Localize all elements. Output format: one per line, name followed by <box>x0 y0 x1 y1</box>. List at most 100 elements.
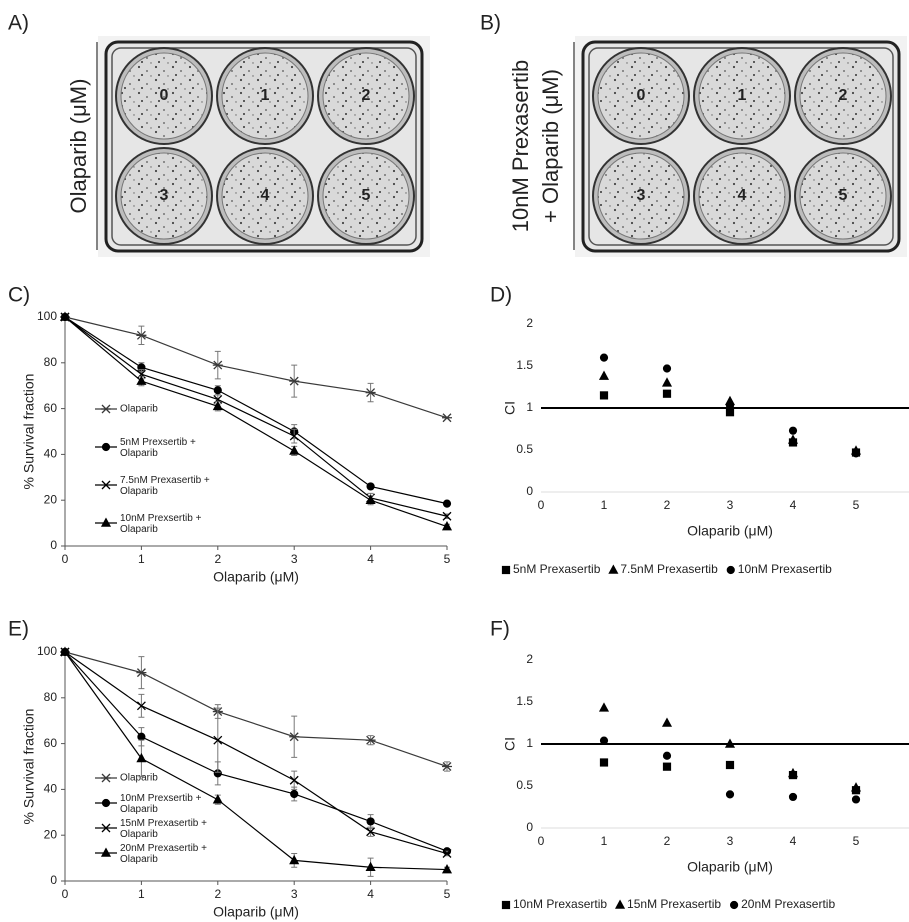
data-point <box>598 702 610 712</box>
data-point <box>366 482 375 491</box>
legend-marker <box>100 847 112 857</box>
well <box>322 52 410 140</box>
x-tick-label: 1 <box>601 498 608 512</box>
well-label: 3 <box>160 187 169 204</box>
x-tick-label: 4 <box>790 834 797 848</box>
y-axis-label: CI <box>502 401 518 415</box>
x-tick-label: 1 <box>138 552 145 566</box>
x-axis-label: Olaparib (μM) <box>213 569 299 585</box>
well <box>120 52 208 140</box>
legend-marker <box>101 798 111 808</box>
data-point <box>441 863 453 874</box>
y-tick-label: 2 <box>526 316 533 330</box>
legend-label: Olaparib <box>120 404 158 415</box>
x-tick-label: 2 <box>664 498 671 512</box>
data-point <box>599 353 609 362</box>
y-tick-label: 20 <box>44 827 58 841</box>
data-point <box>213 386 222 395</box>
x-axis-label: Olaparib (μM) <box>687 523 773 539</box>
x-tick-label: 2 <box>214 552 221 566</box>
well <box>221 152 309 240</box>
x-tick-label: 4 <box>367 552 374 566</box>
well <box>120 152 208 240</box>
data-point <box>136 701 146 711</box>
legend-marker <box>101 480 111 490</box>
well <box>221 52 309 140</box>
data-point <box>442 762 452 771</box>
data-point <box>365 735 376 745</box>
series-line <box>64 651 448 768</box>
y-tick-label: 0 <box>526 484 533 498</box>
series-line <box>64 316 448 505</box>
data-point <box>213 735 223 745</box>
legend-label: 20nM Prexasertib <box>741 897 835 911</box>
data-point <box>851 795 861 804</box>
legend-marker <box>100 517 112 527</box>
x-axis-label: Olaparib (μM) <box>213 904 299 920</box>
data-point <box>289 854 300 865</box>
y-tick-label: 40 <box>44 782 58 796</box>
well-label: 4 <box>261 187 270 204</box>
series-line <box>64 651 448 871</box>
data-point <box>441 520 453 531</box>
data-point <box>212 360 223 370</box>
data-point <box>137 732 146 741</box>
x-tick-label: 0 <box>538 498 545 512</box>
series-line <box>64 316 448 528</box>
data-point <box>289 376 300 386</box>
x-tick-label: 2 <box>214 887 221 901</box>
x-tick-label: 0 <box>538 834 545 848</box>
data-point <box>59 646 71 656</box>
well-label: 0 <box>637 87 646 104</box>
plate-label: Olaparib (μM) <box>66 79 91 214</box>
data-point <box>599 758 609 767</box>
data-point <box>365 388 376 398</box>
y-tick-label: 0 <box>50 873 57 887</box>
y-tick-label: 60 <box>44 736 58 750</box>
data-point <box>598 370 610 380</box>
data-point <box>725 401 735 410</box>
data-point <box>662 751 672 760</box>
x-axis-label: Olaparib (μM) <box>687 859 773 875</box>
series-line <box>64 316 448 419</box>
x-tick-label: 5 <box>853 498 860 512</box>
data-point <box>850 782 862 792</box>
data-point <box>724 738 736 748</box>
well-label: 0 <box>160 87 169 104</box>
plate-label: 10nM Prexasertib <box>508 60 533 232</box>
well-label: 2 <box>839 87 848 104</box>
series-line <box>64 651 448 855</box>
data-point <box>212 794 223 804</box>
series-line <box>64 316 448 517</box>
legend-marker <box>608 564 619 574</box>
well-label: 2 <box>362 87 371 104</box>
data-point <box>289 445 300 455</box>
data-point <box>442 849 452 858</box>
data-point <box>599 736 609 745</box>
x-tick-label: 1 <box>138 887 145 901</box>
legend-marker <box>501 900 511 910</box>
data-point <box>289 431 299 441</box>
data-point <box>599 391 609 400</box>
well <box>322 152 410 240</box>
panel-label: A) <box>8 12 29 35</box>
legend-marker <box>101 823 111 833</box>
data-point <box>788 792 798 802</box>
well-label: 5 <box>362 187 371 204</box>
data-point <box>725 408 735 417</box>
data-point <box>787 767 799 778</box>
legend-label: 10nM Prexsertib + Olaparib <box>120 513 202 535</box>
legend-label: 15nM Prexasertib + Olaparib <box>120 818 207 840</box>
x-tick-label: 3 <box>727 498 734 512</box>
x-tick-label: 5 <box>853 834 860 848</box>
panel-label: F) <box>490 618 510 641</box>
y-tick-label: 100 <box>37 644 57 658</box>
legend-marker <box>501 565 511 575</box>
legend-marker <box>729 900 739 910</box>
data-point <box>442 499 452 508</box>
y-tick-label: 1 <box>526 400 533 414</box>
data-point <box>365 494 376 504</box>
panel-label: C) <box>8 284 30 307</box>
x-tick-label: 4 <box>790 498 797 512</box>
data-point <box>136 668 147 678</box>
